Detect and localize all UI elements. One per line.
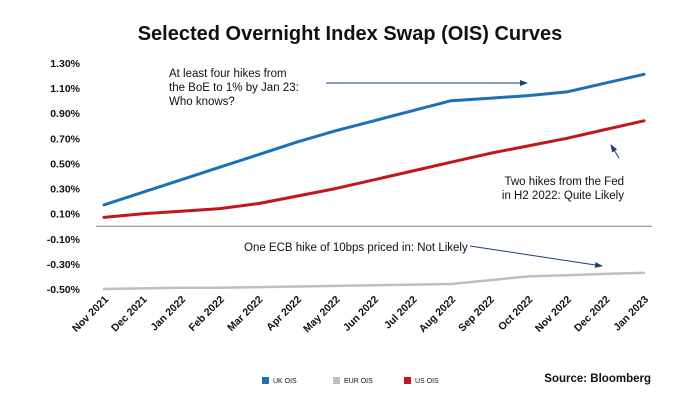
y-tick-label: 1.30% xyxy=(50,58,80,70)
annotation-text: the BoE to 1% by Jan 23: xyxy=(169,82,299,94)
y-tick-label: 0.10% xyxy=(50,209,80,221)
x-tick-label: Oct 2022 xyxy=(496,294,536,334)
legend: UK OIS EUR OIS US OIS xyxy=(262,377,439,385)
y-tick-label: 1.10% xyxy=(50,83,80,95)
series-line-uk-ois xyxy=(102,72,646,207)
source-label: Source: Bloomberg xyxy=(544,373,651,385)
x-tick-label: Dec 2022 xyxy=(572,294,613,335)
x-tick-label: Aug 2022 xyxy=(417,294,459,336)
chart-title: Selected Overnight Index Swap (OIS) Curv… xyxy=(138,23,563,45)
series-line-eur-ois xyxy=(102,271,646,291)
legend-swatch xyxy=(262,377,269,384)
y-axis-ticks: 1.30% 1.10% 0.90% 0.70% 0.50% 0.30% 0.10% -0.10… xyxy=(47,58,81,296)
annotations: At least four hikes from the BoE to 1% by… xyxy=(169,68,624,268)
annotation-arrow xyxy=(610,144,620,159)
legend-label: EUR OIS xyxy=(344,378,373,385)
x-tick-label: Mar 2022 xyxy=(225,294,265,334)
x-tick-label: Nov 2022 xyxy=(533,294,574,335)
annotation-text: in H2 2022: Quite Likely xyxy=(502,190,624,202)
legend-swatch xyxy=(333,377,340,384)
y-tick-label: 0.50% xyxy=(50,158,80,170)
series-line-us-ois xyxy=(102,119,646,219)
x-tick-label: Jan 2022 xyxy=(148,294,188,334)
annotation-text: One ECB hike of 10bps priced in: Not Lik… xyxy=(244,242,468,254)
x-tick-label: Jul 2022 xyxy=(382,294,420,332)
y-tick-label: 0.90% xyxy=(50,108,80,120)
x-tick-label: Jan 2023 xyxy=(611,294,651,334)
y-tick-label: 0.70% xyxy=(50,133,80,145)
y-tick-label: -0.50% xyxy=(47,284,81,296)
legend-swatch xyxy=(404,377,411,384)
y-tick-label: -0.10% xyxy=(47,234,81,246)
x-tick-label: Feb 2022 xyxy=(187,294,227,334)
x-tick-label: May 2022 xyxy=(301,294,343,336)
annotation-text: Who knows? xyxy=(169,96,235,108)
x-tick-label: Dec 2021 xyxy=(109,294,150,335)
x-tick-label: Sep 2022 xyxy=(456,294,497,335)
annotation-text: Two hikes from the Fed xyxy=(504,176,624,188)
x-tick-label: Jun 2022 xyxy=(341,294,381,334)
legend-label: US OIS xyxy=(415,378,439,385)
x-tick-label: Apr 2022 xyxy=(264,294,304,334)
x-tick-label: Nov 2021 xyxy=(70,294,111,335)
annotation-text: At least four hikes from xyxy=(169,68,287,80)
series-lines xyxy=(102,72,646,291)
y-tick-label: 0.30% xyxy=(50,184,80,196)
annotation-arrow xyxy=(469,245,603,268)
y-tick-label: -0.30% xyxy=(47,259,81,271)
legend-label: UK OIS xyxy=(273,378,297,385)
